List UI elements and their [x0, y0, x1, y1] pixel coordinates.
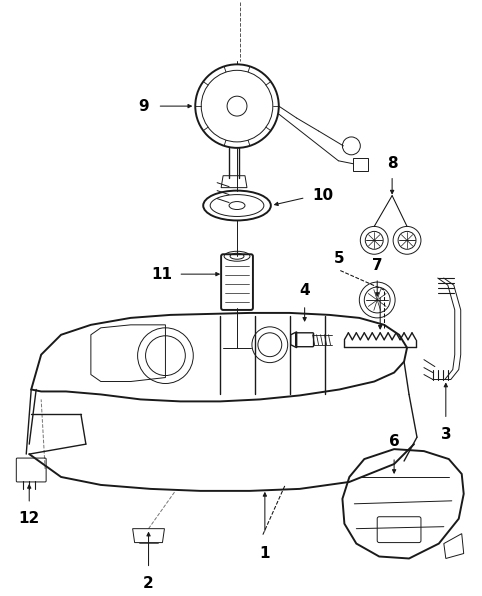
Text: 5: 5	[334, 251, 345, 266]
Text: 1: 1	[260, 546, 270, 561]
Text: 11: 11	[151, 266, 172, 282]
Text: 3: 3	[441, 427, 451, 442]
Text: 4: 4	[299, 283, 310, 297]
Text: 9: 9	[138, 98, 149, 114]
Text: 8: 8	[387, 156, 398, 171]
Text: 12: 12	[19, 511, 40, 526]
Text: 10: 10	[312, 188, 333, 203]
Text: 2: 2	[143, 576, 154, 591]
Text: 6: 6	[389, 434, 400, 449]
Text: 7: 7	[372, 257, 383, 273]
